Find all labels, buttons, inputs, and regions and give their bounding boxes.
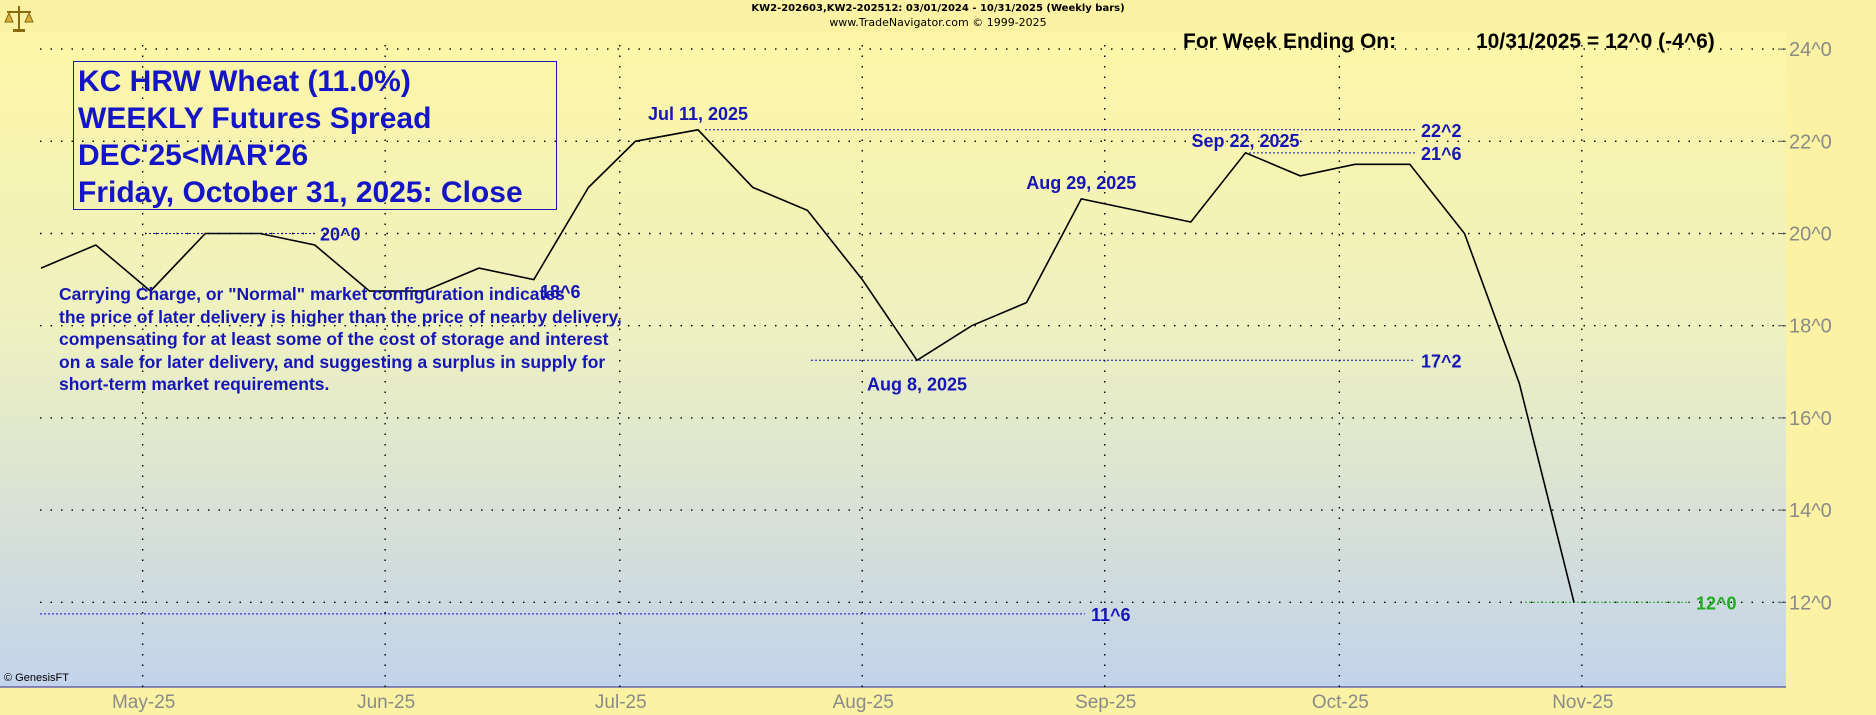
y-tick-label: 18^0 — [1789, 316, 1832, 338]
y-tick-label: 14^0 — [1789, 500, 1832, 522]
chart-header-symbols: KW2-202603,KW2-202512: 03/01/2024 - 10/3… — [751, 3, 1125, 14]
title-line-4: Friday, October 31, 2025: Close — [78, 176, 523, 209]
week-ending-value: 10/31/2025 = 12^0 (-4^6) — [1476, 30, 1715, 53]
y-tick-label: 16^0 — [1789, 408, 1832, 430]
date-annotation: Aug 8, 2025 — [867, 374, 967, 394]
reference-level-label: 21^6 — [1421, 144, 1462, 164]
title-line-1: KC HRW Wheat (11.0%) — [78, 65, 411, 98]
y-tick-label: 22^0 — [1789, 131, 1832, 153]
chart-header-copyright: www.TradeNavigator.com © 1999-2025 — [829, 16, 1047, 29]
date-annotation: Aug 29, 2025 — [1026, 173, 1136, 193]
carrying-charge-note: Carrying Charge, or "Normal" market conf… — [59, 283, 699, 396]
note-line-3: compensating for at least some of the co… — [59, 329, 609, 349]
reference-level-label: 22^2 — [1421, 121, 1462, 141]
plot-area — [0, 32, 1786, 687]
x-tick-label: Sep-25 — [1075, 692, 1136, 713]
note-line-5: short-term market requirements. — [59, 374, 330, 394]
reference-level-label: 11^6 — [1091, 605, 1131, 625]
y-tick-label: 24^0 — [1789, 39, 1832, 61]
x-tick-label: Aug-25 — [833, 692, 894, 713]
reference-level-label: 18^6 — [540, 282, 581, 302]
reference-level-label: 17^2 — [1421, 351, 1462, 371]
date-annotation: Sep 22, 2025 — [1191, 131, 1299, 151]
credit-label: © GenesisFT — [4, 672, 69, 684]
series-line — [40, 128, 1575, 603]
scales-logo-icon — [4, 6, 34, 32]
title-line-3: DEC'25<MAR'26 — [78, 139, 309, 172]
week-ending-label: For Week Ending On: — [1183, 30, 1397, 53]
x-tick-label: Nov-25 — [1552, 692, 1613, 713]
x-tick-label: Oct-25 — [1312, 692, 1369, 713]
x-tick-label: Jul-25 — [595, 692, 647, 713]
note-line-4: on a sale for later delivery, and sugges… — [59, 351, 606, 372]
y-tick-label: 20^0 — [1789, 224, 1832, 246]
title-box: KC HRW Wheat (11.0%) WEEKLY Futures Spre… — [73, 61, 557, 210]
title-line-2: WEEKLY Futures Spread — [78, 102, 432, 135]
y-tick-label: 12^0 — [1789, 592, 1832, 614]
reference-level-label: 20^0 — [320, 225, 361, 245]
x-tick-label: Jun-25 — [357, 692, 415, 713]
date-annotation: Jul 11, 2025 — [648, 104, 748, 124]
reference-level-label: 12^0 — [1696, 593, 1737, 613]
note-line-2: the price of later delivery is higher th… — [59, 306, 622, 327]
note-line-1: Carrying Charge, or "Normal" market conf… — [59, 284, 565, 304]
x-tick-label: May-25 — [112, 692, 175, 713]
